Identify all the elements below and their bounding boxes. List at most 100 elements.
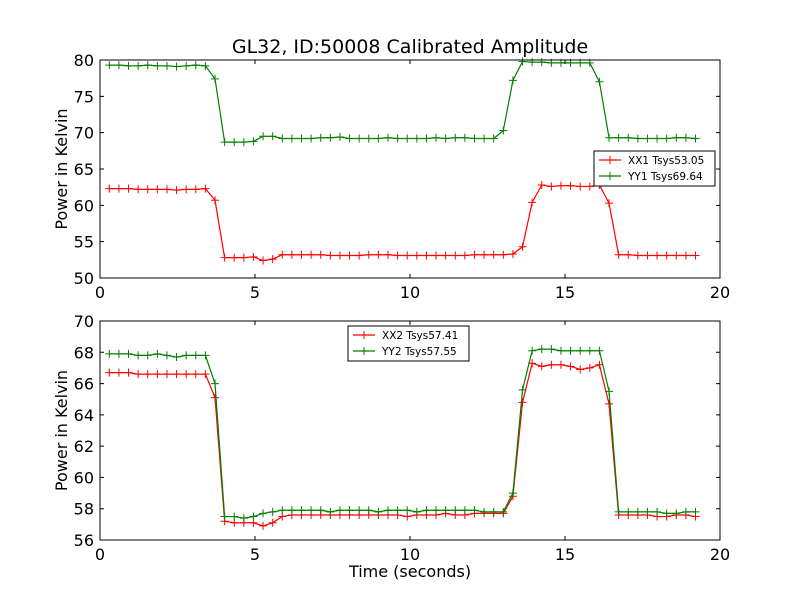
data-point [547, 345, 556, 354]
data-point [162, 351, 171, 360]
data-point [182, 61, 191, 70]
y-tick-label: 60 [74, 468, 94, 487]
data-point [383, 506, 392, 515]
data-point [345, 251, 354, 260]
x-tick-label: 15 [555, 283, 575, 302]
x-tick-label: 15 [555, 545, 575, 564]
data-point [566, 181, 575, 190]
data-point [403, 251, 412, 260]
data-point [182, 185, 191, 194]
data-point [595, 77, 604, 86]
data-point [105, 368, 114, 377]
data-point [508, 250, 517, 259]
data-point [335, 506, 344, 515]
y-tick-label: 55 [74, 233, 94, 252]
data-point [422, 251, 431, 260]
data-point [691, 134, 700, 143]
data-point [653, 134, 662, 143]
data-point [508, 76, 517, 85]
data-point [211, 196, 220, 205]
data-point [566, 346, 575, 355]
data-point [451, 133, 460, 142]
chart-panel-1: 0 5 10 15 20 50 55 60 65 70 75 80 Power in Kelvin XX1… [52, 51, 730, 302]
data-point [383, 250, 392, 259]
data-point [489, 134, 498, 143]
data-point [460, 133, 469, 142]
legend-label: YY1 Tsys69.64 [627, 171, 703, 183]
data-point [143, 185, 152, 194]
data-point [182, 370, 191, 379]
y-tick-label: 70 [74, 124, 94, 143]
data-point [172, 370, 181, 379]
data-point [326, 133, 335, 142]
data-point [162, 185, 171, 194]
data-point [422, 134, 431, 143]
data-point [383, 133, 392, 142]
data-point [441, 134, 450, 143]
data-point [537, 58, 546, 67]
data-point [201, 351, 210, 360]
data-point [441, 251, 450, 260]
data-point [143, 351, 152, 360]
data-point [480, 507, 489, 516]
series-markers-1 [105, 359, 700, 530]
series-markers-1 [105, 180, 700, 265]
data-point [172, 186, 181, 195]
data-point [576, 365, 585, 374]
data-point [691, 507, 700, 516]
data-point [191, 351, 200, 360]
data-point [451, 506, 460, 515]
data-point [153, 349, 162, 358]
x-tick-label: 0 [95, 283, 105, 302]
legend-label: YY2 Tsys57.55 [381, 346, 457, 358]
data-point [595, 346, 604, 355]
data-point [326, 507, 335, 516]
data-point [441, 506, 450, 515]
data-point [624, 250, 633, 259]
data-point [460, 506, 469, 515]
data-point [211, 379, 220, 388]
legend-marker [360, 331, 368, 339]
data-point [278, 506, 287, 515]
data-point [412, 134, 421, 143]
y-tick-label: 56 [74, 531, 94, 550]
y-tick-label: 80 [74, 51, 94, 70]
data-point [355, 134, 364, 143]
legend-marker [606, 156, 614, 164]
data-point [249, 137, 258, 146]
data-point [134, 351, 143, 360]
data-point [134, 185, 143, 194]
y-tick-label: 70 [74, 312, 94, 331]
data-point [537, 362, 546, 371]
y-tick-label: 66 [74, 375, 94, 394]
legend-label: XX2 Tsys57.41 [382, 330, 458, 342]
data-point [412, 251, 421, 260]
data-point [268, 518, 277, 527]
data-point [633, 507, 642, 516]
data-point [393, 134, 402, 143]
data-point [499, 126, 508, 135]
x-tick-label: 10 [400, 283, 420, 302]
data-point [134, 370, 143, 379]
data-point [556, 360, 565, 369]
data-point [230, 512, 239, 521]
data-point [143, 61, 152, 70]
data-point [297, 506, 306, 515]
data-point [662, 251, 671, 260]
data-point [124, 184, 133, 193]
data-point [374, 134, 383, 143]
legend-marker [606, 172, 614, 180]
data-point [259, 521, 268, 530]
data-point [124, 61, 133, 70]
data-point [643, 134, 652, 143]
x-tick-label: 5 [250, 283, 260, 302]
data-point [556, 181, 565, 190]
data-point [393, 251, 402, 260]
data-point [201, 61, 210, 70]
data-point [547, 182, 556, 191]
data-point [191, 61, 200, 70]
data-point [585, 182, 594, 191]
data-point [239, 253, 248, 262]
series-markers-2 [105, 345, 700, 523]
data-point [326, 251, 335, 260]
